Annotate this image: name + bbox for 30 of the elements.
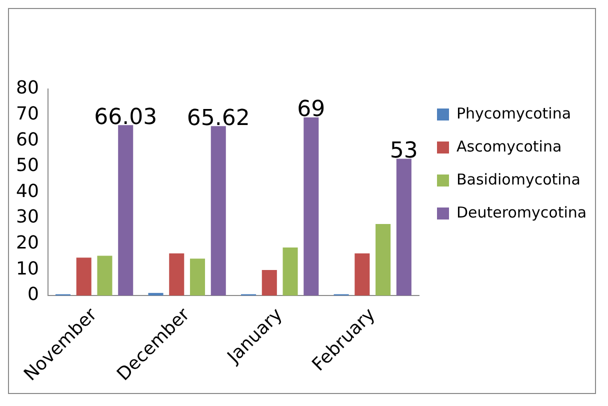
y-tick-label: 50 [16, 155, 39, 176]
data-label: 66.03 [94, 104, 158, 130]
bar [190, 258, 206, 296]
bar [210, 126, 226, 296]
y-tick-label: 20 [16, 232, 39, 254]
y-tick-label: 10 [16, 258, 39, 280]
bar [97, 256, 112, 296]
y-tick-label: 0 [27, 284, 39, 306]
bar [376, 224, 391, 296]
data-label: 69 [297, 97, 326, 122]
bar [354, 253, 370, 296]
legend-label: Ascomycotina [456, 137, 562, 156]
bar [304, 117, 319, 296]
data-label: 65.62 [186, 106, 250, 131]
bar [396, 158, 412, 296]
bar [76, 258, 92, 296]
y-tick-label: 30 [16, 206, 39, 228]
y-tick-label: 60 [16, 129, 39, 150]
bar [118, 125, 134, 296]
y-tick-label: 80 [16, 78, 39, 99]
legend-label: Phycomycotina [456, 104, 572, 122]
legend-label: Basidiomycotina [456, 170, 580, 188]
data-label: 53 [390, 138, 418, 164]
bar [148, 292, 164, 296]
bar [169, 253, 184, 296]
bar [282, 248, 298, 296]
y-tick-label: 70 [16, 103, 39, 124]
bar [262, 270, 277, 296]
y-tick-label: 40 [16, 180, 39, 202]
legend-label: Deuteromycotina [456, 203, 587, 222]
